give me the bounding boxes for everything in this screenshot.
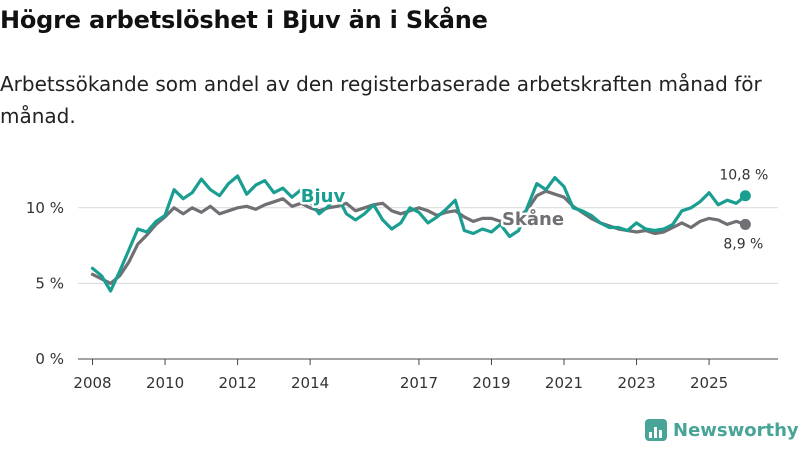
x-tick-label: 2021 xyxy=(545,374,583,392)
x-tick-label: 2014 xyxy=(291,374,329,392)
series-end-marker-bjuv xyxy=(739,190,751,202)
x-tick-label: 2010 xyxy=(146,374,184,392)
chart-title: Högre arbetslöshet i Bjuv än i Skåne xyxy=(0,6,488,34)
x-tick-label: 2019 xyxy=(472,374,510,392)
x-tick-label: 2008 xyxy=(73,374,111,392)
series-end-value-label: 10,8 % xyxy=(719,168,768,184)
x-tick-label: 2017 xyxy=(400,374,438,392)
x-tick-label: 2025 xyxy=(690,374,728,392)
chart-subtitle: Arbetssökande som andel av den registerb… xyxy=(0,72,762,128)
series-line-bjuv xyxy=(90,174,748,293)
y-axis-ticks: 0 % 5 % 10 % xyxy=(26,199,64,368)
series-labels: Skåne 8,9 % Bjuv 10,8 % xyxy=(298,168,768,253)
series-end-marker-sk-ne xyxy=(739,218,751,230)
x-tick-label: 2023 xyxy=(617,374,655,392)
series-name-label: Skåne xyxy=(502,208,564,230)
grid-lines xyxy=(78,207,778,284)
newsworthy-brand[interactable]: Newsworthy xyxy=(645,419,799,441)
y-tick-label: 5 % xyxy=(35,274,64,292)
series-line-sk-ne xyxy=(90,189,748,285)
x-tick-label: 2012 xyxy=(218,374,256,392)
series-name-label: Bjuv xyxy=(301,186,346,207)
x-axis-ticks: 2008 2010 2012 2014 2017 2019 2021 2023 2025 xyxy=(73,359,728,392)
brand-name: Newsworthy xyxy=(673,419,799,441)
y-tick-label: 0 % xyxy=(35,350,64,368)
series-lines xyxy=(90,174,751,293)
series-end-value-label: 8,9 % xyxy=(723,236,763,252)
y-tick-label: 10 % xyxy=(26,199,64,217)
newsworthy-logo-icon xyxy=(645,419,667,441)
